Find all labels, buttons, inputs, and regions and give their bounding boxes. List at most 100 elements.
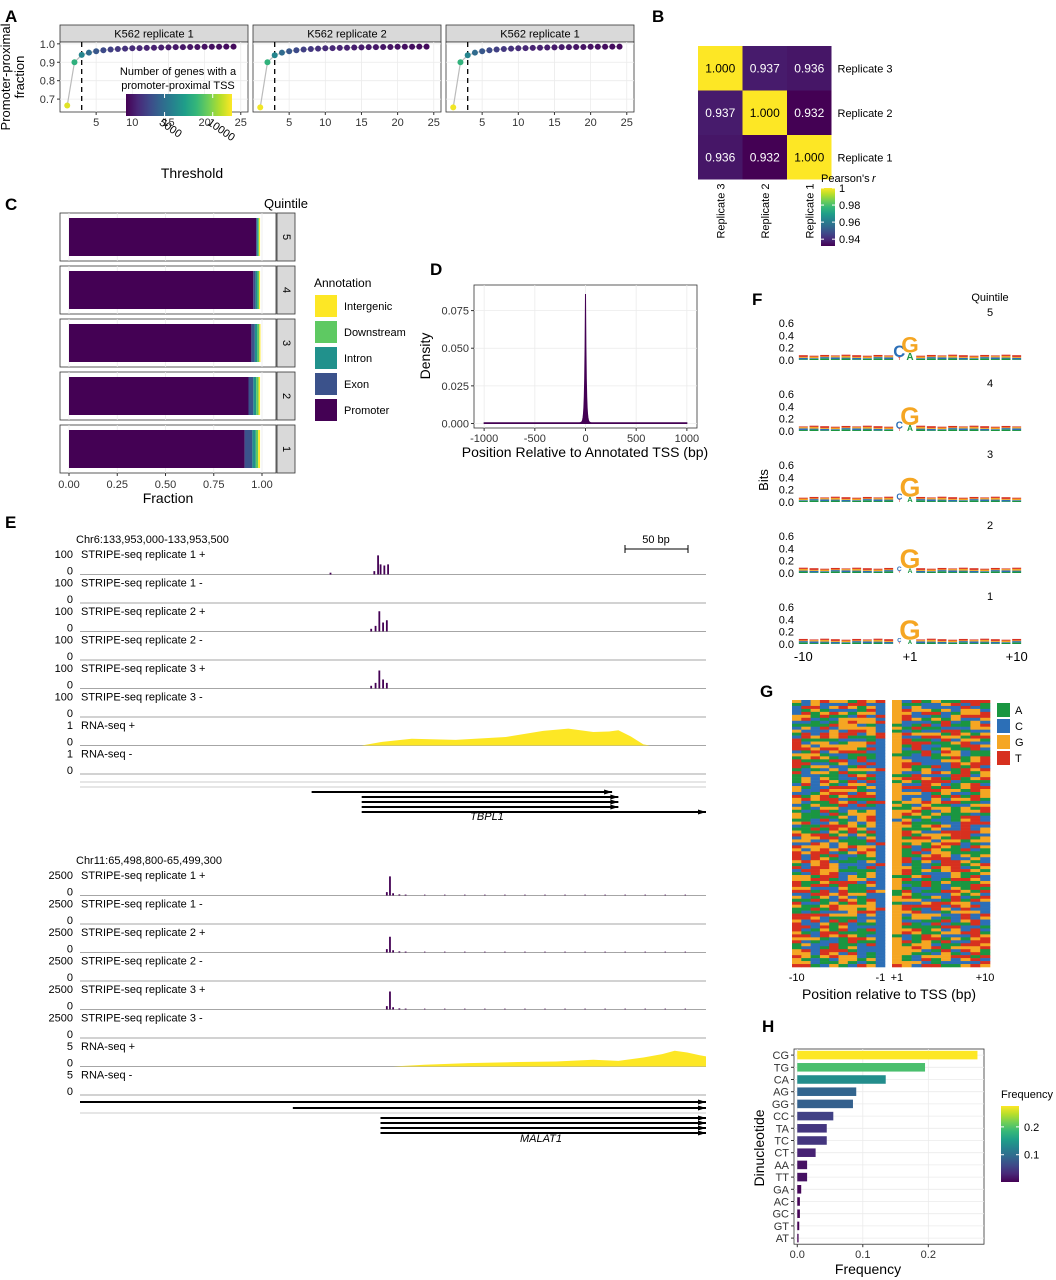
heatmap-cell [792,869,802,873]
heatmap-cell [960,812,971,816]
logo-letter [852,571,862,573]
heatmap-cell [810,883,821,888]
heatmap-cell [847,845,858,849]
heatmap-cell [931,786,942,790]
heatmap-cell [980,872,991,876]
heatmap-cell [847,922,858,926]
heatmap-cell [892,892,903,897]
heatmap-cell [921,747,932,751]
heatmap-cell [980,815,991,819]
heatmap-cell [847,803,858,808]
data-point [293,47,300,54]
heatmap-cell [847,910,858,914]
heatmap-cell [866,762,876,766]
heatmap-cell [847,866,858,870]
heatmap-cell [970,818,981,822]
legend-tick-label: 10000 [205,117,237,144]
heatmap-cell [838,711,849,716]
heatmap-cell [810,955,821,959]
heatmap-cell [838,913,849,917]
logo-letter [862,572,872,573]
heatmap-cell [980,726,991,730]
heatmap-cell [792,789,802,793]
heatmap-cell [847,904,858,908]
track-label: STRIPE-seq replicate 3 + [81,663,205,675]
logo-letter [916,639,926,641]
heatmap-cell [801,711,811,716]
logo-letter [926,426,936,428]
heatmap-cell [810,964,821,968]
heatmap-cell [941,964,952,968]
legend-title: promoter-proximal TSS [121,80,235,92]
track-scale-bottom: 0 [67,944,73,956]
logo-letter [862,568,872,570]
heatmap-cell [892,818,903,822]
heatmap-cell [950,883,961,888]
track-scale-bottom: 0 [67,972,73,984]
heatmap-cell [950,919,961,923]
y-tick-label: 0.4 [779,401,794,413]
logo-letter [820,571,830,573]
heatmap-cell [838,937,849,941]
y-tick-label: 0.2 [779,627,794,639]
heatmap-cell [792,774,802,778]
heatmap-cell [960,851,971,855]
heatmap-cell [857,783,867,787]
bar [797,1063,926,1072]
heatmap-cell [980,922,991,926]
heatmap-cell [901,913,912,917]
heatmap-cell [838,786,849,790]
legend-tick-label: 0.1 [1024,1150,1039,1162]
logo-letter [937,427,947,430]
heatmap-cell [847,895,858,900]
logo-letter [873,568,883,570]
heatmap-cell [829,794,839,799]
heatmap-cell [847,753,858,757]
heatmap-cell [847,937,858,941]
heatmap-cell [970,806,981,811]
logo-letter [809,569,819,571]
heatmap-cell [911,815,922,819]
stacked-bar-segment [257,324,260,362]
y-tick-label: CA [774,1075,790,1087]
heatmap-cell [960,774,971,778]
logo-letter [969,499,979,501]
heatmap-cell [931,875,942,879]
heatmap-cell [810,922,821,926]
logo-letter [873,498,883,500]
logo-letter [969,425,979,427]
heatmap-cell [931,732,942,736]
heatmap-cell [819,878,830,882]
logo-letter [809,498,819,500]
heatmap-cell [847,759,858,763]
heatmap-cell [911,940,922,944]
heatmap-cell [921,738,932,742]
heatmap-cell [857,883,867,888]
heatmap-cell [829,711,839,716]
heatmap-cell [875,812,886,816]
heatmap-cell [970,961,981,965]
logo-letter [884,640,894,642]
heatmap-cell [847,898,858,903]
locus-2: Chr11:65,498,800-65,499,30025000STRIPE-s… [49,855,706,1145]
heatmap-cell [838,889,849,894]
heatmap-cell [857,943,867,947]
signal-bar [604,894,606,896]
logo-letter [916,358,926,360]
logo-letter [916,429,926,431]
heatmap-cell [866,937,876,941]
logo-letter [862,639,872,641]
heatmap-cell [911,738,922,742]
heatmap-cell [857,762,867,766]
heatmap-cell [901,952,912,956]
heatmap-cell [941,857,952,861]
heatmap-cell [960,872,971,876]
heatmap-cell [829,946,839,950]
heatmap-cell [857,794,867,799]
heatmap-cell [857,768,867,772]
heatmap-cell [819,797,830,802]
logo-letter [884,641,894,644]
logo-letter: C [896,492,902,502]
heatmap-cell [847,827,858,831]
heatmap-cell [801,750,811,754]
